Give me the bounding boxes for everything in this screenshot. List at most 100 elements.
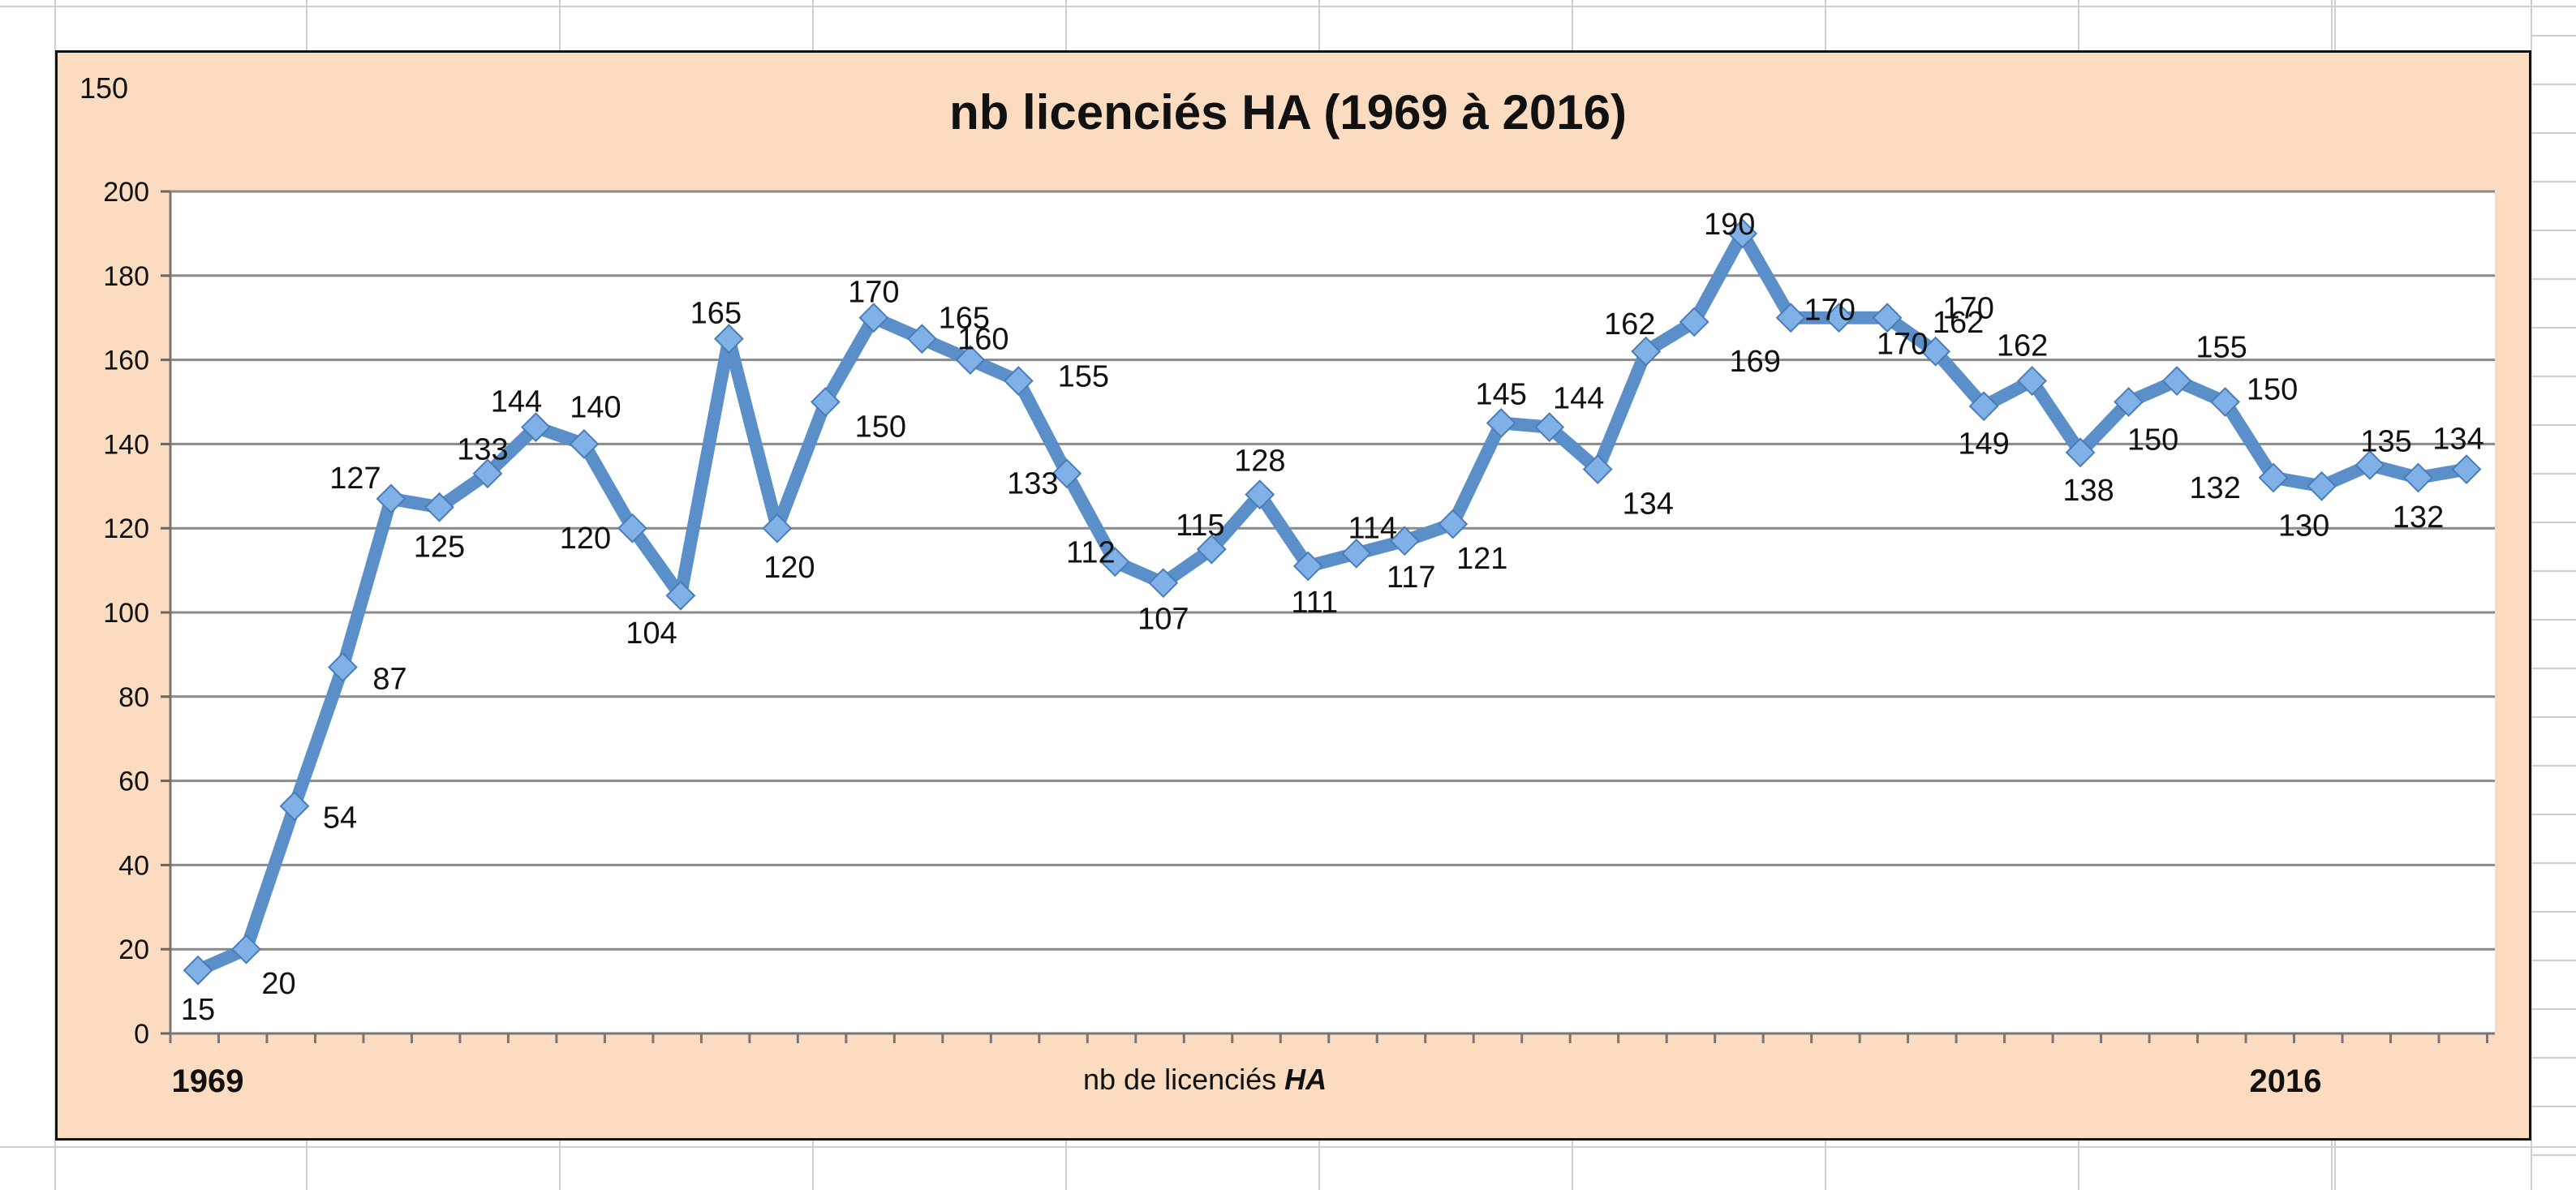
data-label: 117 [1387, 561, 1436, 595]
data-label: 144 [1553, 382, 1604, 416]
data-point-marker [2355, 449, 2385, 480]
data-label: 145 [1476, 377, 1527, 411]
series-markers [183, 218, 2482, 986]
data-label: 121 [1456, 542, 1507, 576]
data-label: 155 [2195, 331, 2247, 365]
data-label: 165 [939, 302, 990, 336]
data-label: 112 [1066, 536, 1116, 570]
data-label: 149 [1958, 427, 2009, 462]
data-point-marker [2161, 366, 2192, 396]
y-tick-label: 80 [118, 682, 149, 713]
x-axis-ticks [169, 1033, 2488, 1043]
data-point-marker [1679, 307, 1709, 337]
data-point-marker [1438, 509, 1469, 539]
data-point-marker [1534, 412, 1565, 443]
data-label: 155 [1058, 360, 1109, 394]
data-label: 130 [2278, 509, 2329, 543]
data-point-marker [472, 458, 503, 489]
data-point-marker [810, 387, 841, 417]
data-point-marker [762, 513, 793, 543]
data-point-marker [713, 324, 744, 354]
data-point-marker [1292, 551, 1323, 582]
x-axis-label-text: nb de licenciés [1083, 1063, 1285, 1096]
y-tick-label: 60 [118, 767, 149, 797]
y-tick-label: 0 [134, 1019, 149, 1050]
y-tick-label: 20 [118, 934, 149, 965]
data-label: 120 [763, 551, 815, 585]
data-point-marker [1582, 454, 1613, 484]
data-label: 132 [2393, 500, 2444, 535]
data-label: 162 [1997, 329, 2048, 363]
data-label: 150 [2247, 373, 2298, 407]
data-point-marker [2114, 387, 2144, 417]
data-point-marker [1099, 547, 1130, 578]
data-label: 165 [690, 297, 742, 331]
data-label: 15 [181, 993, 215, 1027]
y-axis-ticks: 0 20 40 60 80 100 120 140 160 180 200 [103, 177, 170, 1050]
data-point-marker [955, 345, 986, 376]
data-point-marker [906, 324, 937, 354]
y-tick-label: 100 [103, 598, 149, 629]
data-point-marker [328, 652, 358, 682]
data-point-marker [1872, 303, 1903, 333]
y-tick-label: 140 [103, 429, 149, 460]
data-point-marker [665, 580, 696, 611]
data-point-marker [1920, 336, 1951, 367]
data-point-marker [424, 492, 454, 522]
y-tick-label: 180 [103, 261, 149, 292]
data-label: 162 [1933, 306, 1984, 340]
y-tick-label: 200 [103, 177, 149, 208]
data-label: 150 [855, 410, 906, 445]
data-point-marker [1631, 336, 1662, 367]
data-label: 20 [261, 967, 295, 1001]
data-label: 120 [560, 522, 611, 556]
data-label: 170 [1804, 294, 1855, 328]
data-point-marker [2258, 462, 2289, 493]
data-point-marker [2307, 470, 2337, 501]
data-point-marker [1389, 526, 1420, 556]
data-labels: 15 20 54 87 127 125 133 144 140 120 104 165 120 150 17… [181, 208, 2484, 1027]
data-point-marker [1968, 391, 1999, 422]
data-label: 107 [1137, 603, 1189, 637]
data-point-marker [1727, 218, 1758, 249]
data-point-marker [1148, 568, 1179, 599]
data-point-marker [2210, 387, 2240, 417]
data-point-marker [279, 791, 310, 822]
data-point-marker [376, 483, 406, 514]
x-tick-label-last: 2016 [2250, 1063, 2322, 1099]
data-label: 133 [457, 433, 508, 467]
data-point-marker [1824, 303, 1855, 333]
data-label: 160 [957, 323, 1008, 357]
data-point-marker [1196, 534, 1227, 565]
corner-label: 150 [80, 71, 129, 105]
data-label: 133 [1007, 467, 1058, 501]
data-label: 127 [329, 462, 381, 496]
x-axis-label-emphasis: HA [1284, 1063, 1327, 1096]
data-label: 170 [1942, 292, 1993, 326]
data-label: 169 [1729, 345, 1780, 379]
data-point-marker [183, 955, 213, 986]
data-label: 140 [570, 390, 621, 424]
data-point-marker [2065, 437, 2096, 468]
data-point-marker [1341, 538, 1372, 569]
data-point-marker [231, 934, 261, 964]
y-tick-label: 120 [103, 513, 149, 544]
data-label: 170 [848, 276, 899, 310]
data-label: 87 [372, 662, 406, 696]
data-label: 104 [626, 616, 677, 651]
data-point-marker [2403, 462, 2433, 493]
data-label: 115 [1176, 509, 1225, 543]
data-label: 114 [1348, 511, 1397, 545]
data-label: 150 [2127, 423, 2178, 458]
y-tick-label: 160 [103, 346, 149, 376]
data-point-marker [1003, 366, 1034, 396]
chart-title: nb licenciés HA (1969 à 2016) [949, 85, 1627, 140]
data-point-marker [2451, 454, 2482, 484]
data-label: 132 [2189, 471, 2240, 505]
gridlines [169, 190, 2495, 1035]
data-label: 190 [1704, 208, 1755, 242]
data-label: 54 [323, 801, 357, 836]
data-point-marker [858, 303, 889, 333]
data-point-marker [617, 513, 647, 543]
y-tick-label: 40 [118, 850, 149, 881]
